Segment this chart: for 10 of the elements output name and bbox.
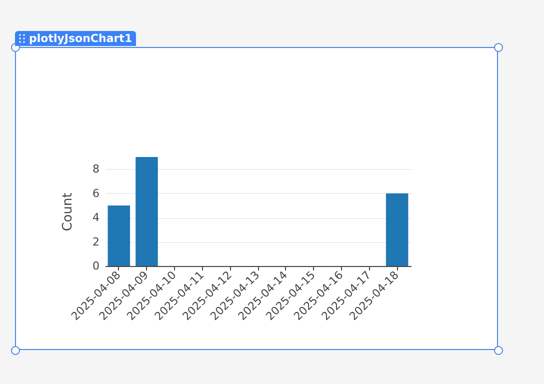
y-axis-title: Count — [60, 192, 76, 232]
bar — [386, 193, 408, 266]
y-tick-label: 2 — [92, 235, 100, 248]
text: plotlyJsonChart1 — [29, 32, 132, 45]
y-tick-label: 8 — [92, 162, 100, 176]
y-tick-label: 6 — [92, 186, 100, 200]
y-tick-label: 4 — [92, 211, 100, 224]
bar — [136, 157, 158, 266]
bar — [108, 205, 130, 266]
y-tick-label: 0 — [92, 260, 100, 272]
